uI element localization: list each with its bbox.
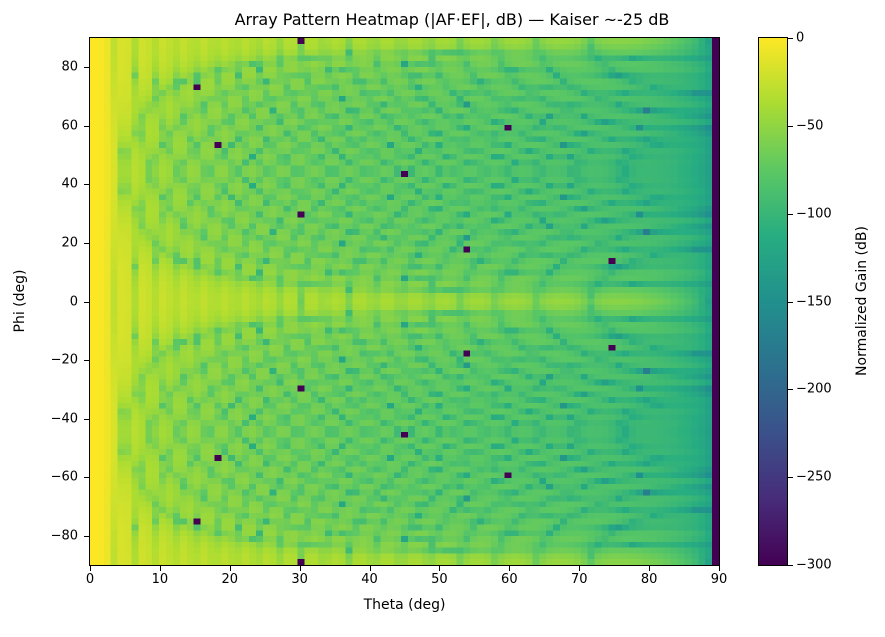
x-tick-mark bbox=[439, 566, 441, 571]
colorbar-tick-mark bbox=[788, 565, 793, 566]
y-tick-label: −60 bbox=[50, 469, 78, 485]
colorbar-tick-label: −300 bbox=[796, 557, 832, 573]
colorbar-gradient bbox=[759, 38, 787, 565]
colorbar-tick-label: −200 bbox=[796, 381, 832, 397]
y-tick-mark bbox=[84, 184, 89, 186]
heatmap-canvas bbox=[90, 38, 719, 565]
colorbar-tick-label: −50 bbox=[796, 118, 824, 134]
colorbar-tick-label: 0 bbox=[796, 30, 805, 46]
x-tick-mark bbox=[90, 566, 91, 571]
colorbar-tick-mark bbox=[788, 389, 793, 391]
x-tick-mark bbox=[649, 566, 651, 571]
y-tick-mark bbox=[84, 301, 89, 303]
x-tick-label: 40 bbox=[361, 572, 378, 587]
colorbar-tick-label: −150 bbox=[796, 294, 832, 309]
x-tick-mark bbox=[159, 566, 161, 571]
y-tick-mark bbox=[84, 67, 89, 69]
y-tick-mark bbox=[84, 477, 89, 479]
colorbar-tick-mark bbox=[788, 477, 793, 479]
y-tick-mark bbox=[84, 242, 89, 244]
y-tick-label: −40 bbox=[50, 411, 78, 427]
y-tick-mark bbox=[84, 535, 89, 537]
x-tick-mark bbox=[369, 566, 371, 571]
x-tick-label: 20 bbox=[221, 572, 239, 587]
x-tick-label: 30 bbox=[291, 572, 308, 587]
colorbar-label: Normalized Gain (dB) bbox=[854, 226, 870, 376]
x-tick-mark bbox=[299, 566, 301, 571]
x-tick-label: 10 bbox=[151, 572, 169, 587]
y-tick-mark bbox=[84, 125, 89, 127]
colorbar-tick-mark bbox=[788, 301, 793, 303]
y-tick-label: 80 bbox=[61, 59, 78, 75]
chart-title: Array Pattern Heatmap (|AF·EF|, dB) — Ka… bbox=[234, 10, 670, 29]
y-tick-label: 0 bbox=[69, 294, 78, 309]
y-tick-label: 40 bbox=[61, 176, 78, 192]
x-tick-mark bbox=[579, 566, 581, 571]
colorbar-tick-mark bbox=[788, 38, 793, 39]
x-tick-label: 70 bbox=[570, 572, 588, 587]
y-tick-label: 60 bbox=[61, 118, 78, 134]
x-tick-label: 80 bbox=[640, 572, 658, 587]
colorbar-tick-mark bbox=[788, 125, 793, 127]
x-tick-label: 0 bbox=[85, 572, 95, 587]
y-tick-label: 20 bbox=[61, 235, 78, 251]
x-axis-label: Theta (deg) bbox=[363, 597, 446, 613]
y-tick-mark bbox=[84, 418, 89, 420]
y-tick-mark bbox=[84, 360, 89, 362]
x-tick-label: 60 bbox=[501, 572, 518, 587]
x-tick-mark bbox=[229, 566, 231, 571]
x-tick-mark bbox=[719, 566, 720, 571]
y-tick-label: −20 bbox=[50, 352, 78, 368]
x-tick-mark bbox=[509, 566, 511, 571]
colorbar-tick-label: −250 bbox=[796, 469, 832, 485]
x-tick-label: 50 bbox=[431, 572, 448, 587]
colorbar-border bbox=[758, 37, 788, 566]
colorbar-tick-mark bbox=[788, 213, 793, 215]
x-tick-label: 90 bbox=[710, 572, 728, 587]
y-tick-label: −80 bbox=[50, 528, 78, 544]
colorbar-tick-label: −100 bbox=[796, 206, 832, 222]
